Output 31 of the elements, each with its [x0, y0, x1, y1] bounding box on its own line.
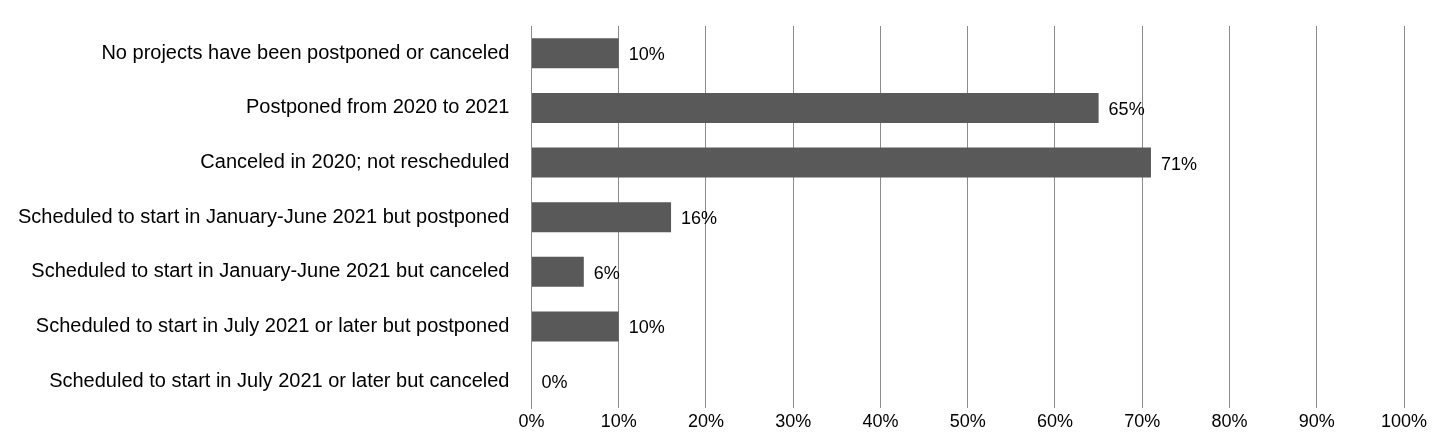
x-tick-label: 90% [1298, 411, 1335, 432]
bar [531, 311, 619, 342]
x-tick-label: 20% [687, 411, 724, 432]
bar [531, 202, 672, 233]
data-label: 65% [1108, 98, 1145, 119]
y-tick-label: Scheduled to start in July 2021 or later but postponed [35, 313, 510, 336]
x-tick-label: 70% [1124, 411, 1161, 432]
y-tick-label: No projects have been postponed or canceled [101, 40, 510, 63]
x-tick-label: 100% [1380, 411, 1428, 432]
x-tick-label: 50% [949, 411, 986, 432]
y-tick-label: Canceled in 2020; not rescheduled [200, 150, 510, 173]
bar [531, 256, 584, 287]
bar [531, 38, 619, 69]
bar [531, 92, 1099, 123]
bar [531, 147, 1151, 178]
data-label: 71% [1160, 153, 1197, 174]
x-tick-label: 10% [600, 411, 637, 432]
x-tick-label: 60% [1036, 411, 1073, 432]
data-label: 10% [628, 44, 665, 65]
data-label: 16% [681, 208, 718, 229]
x-tick-label: 30% [775, 411, 812, 432]
data-label: 10% [628, 317, 665, 338]
y-tick-label: Scheduled to start in July 2021 or later but canceled [49, 368, 510, 391]
data-label: 0% [541, 372, 568, 393]
y-tick-label: Postponed from 2020 to 2021 [245, 95, 510, 118]
x-tick-label: 80% [1211, 411, 1248, 432]
y-tick-label: Scheduled to start in January-June 2021 but canceled [31, 259, 510, 282]
x-tick-label: 0% [518, 411, 545, 432]
x-tick-label: 40% [862, 411, 899, 432]
y-tick-label: Scheduled to start in January-June 2021 but postponed [17, 204, 510, 227]
data-label: 6% [593, 262, 620, 283]
